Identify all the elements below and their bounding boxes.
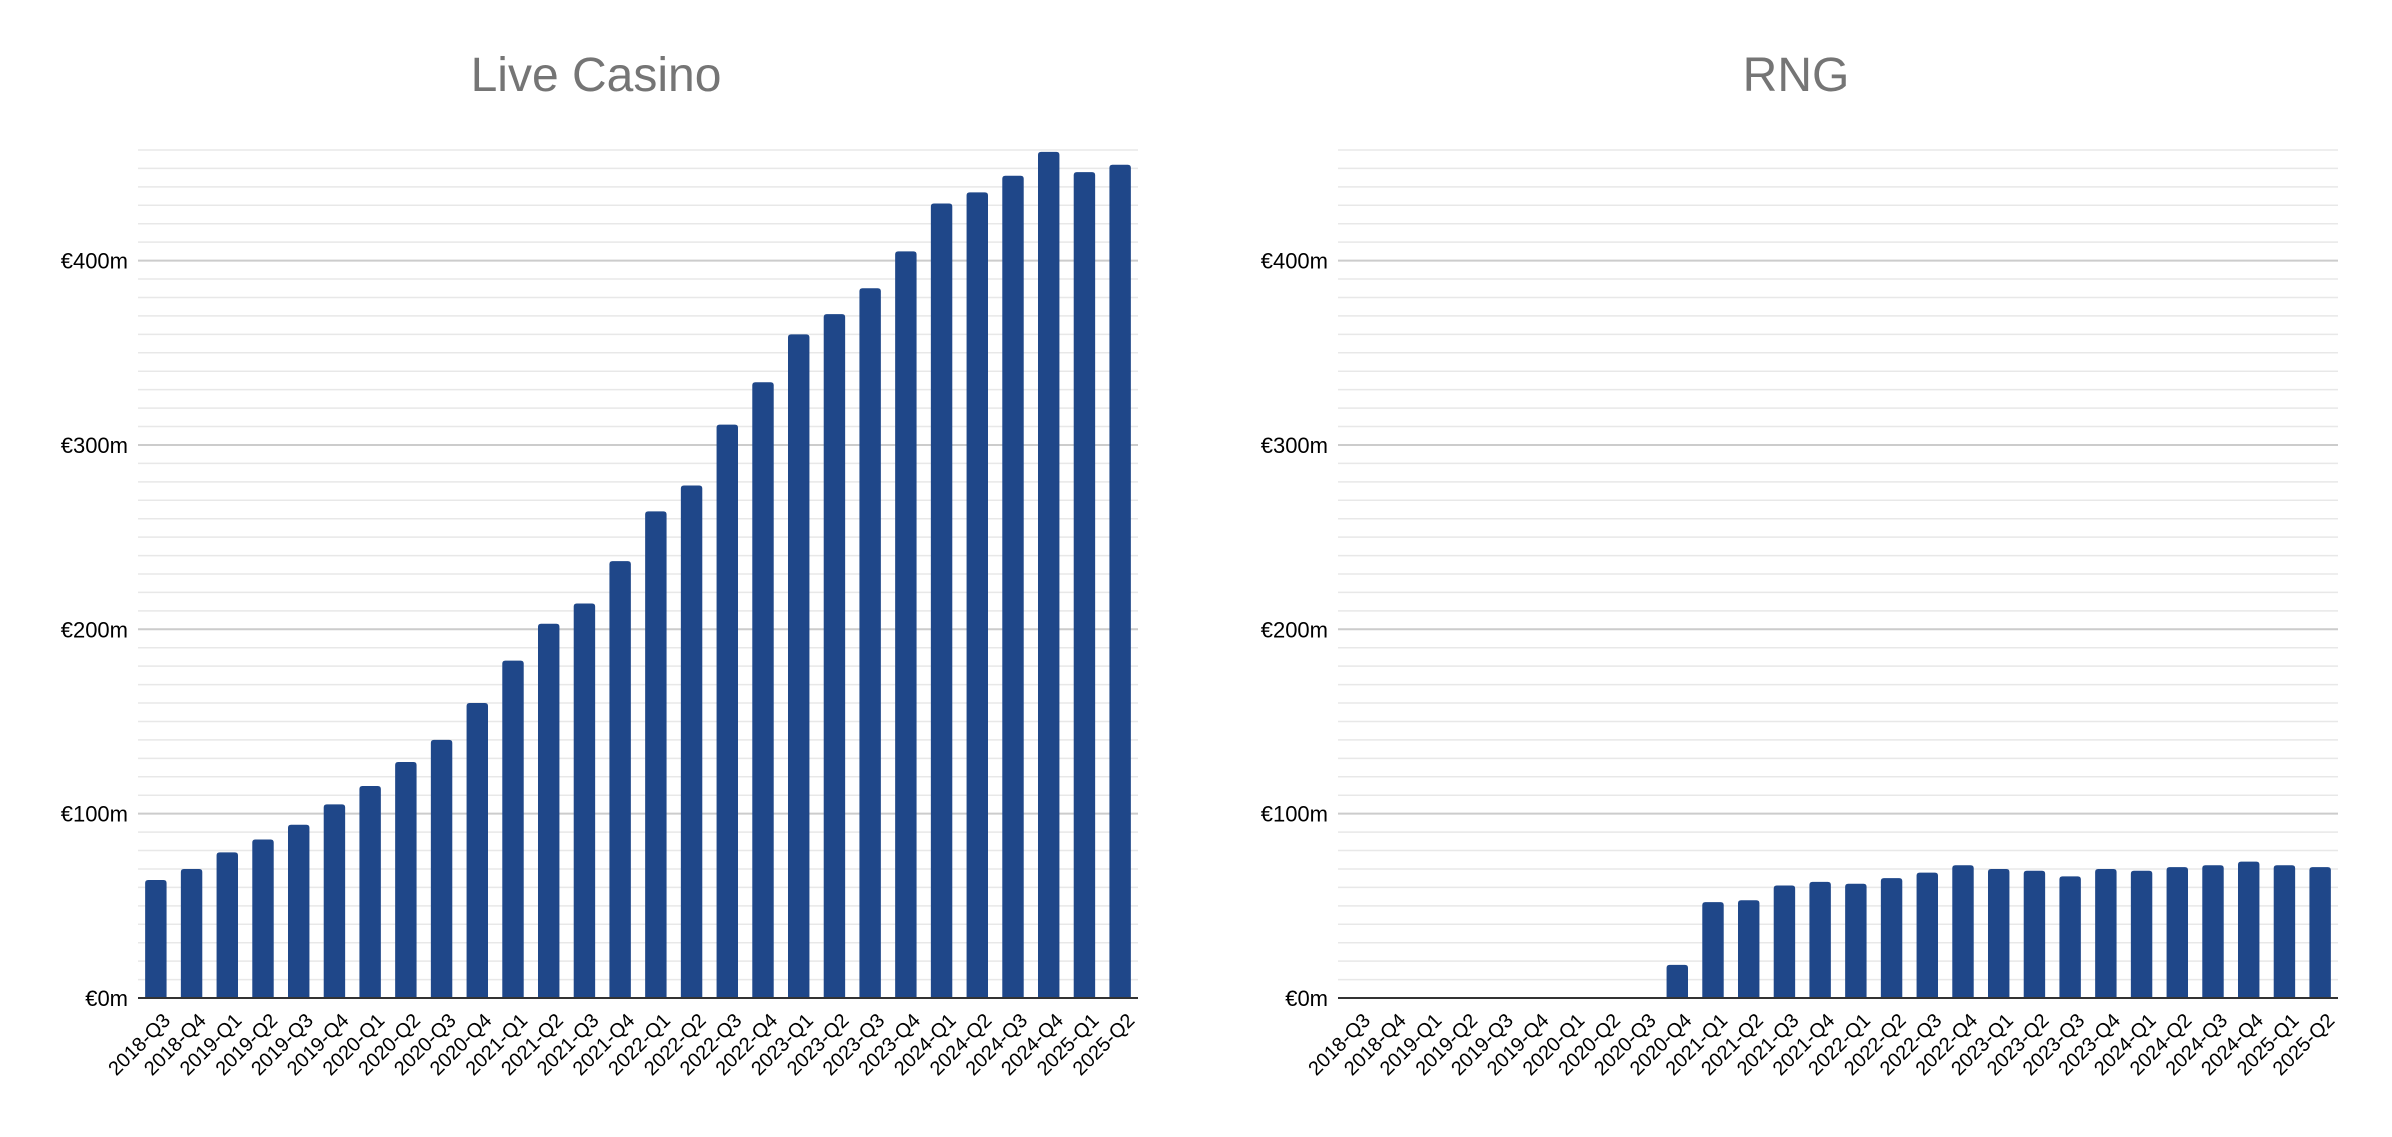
bar-2025-Q2 (1109, 164, 1131, 999)
bar-2019-Q2 (252, 839, 274, 998)
bar-2024-Q1 (2130, 870, 2153, 998)
y-tick-label: €300m (1261, 433, 1328, 458)
bar-2021-Q3 (1773, 885, 1796, 998)
bar-2018-Q3 (145, 880, 167, 998)
bar-2020-Q3 (430, 739, 453, 998)
y-tick-label: €400m (61, 249, 128, 274)
bar-2022-Q1 (645, 511, 667, 998)
bar-2025-Q2 (2309, 867, 2331, 998)
bar-2022-Q2 (680, 485, 703, 998)
bar-2020-Q4 (1666, 964, 1688, 998)
chart-title: Live Casino (471, 49, 722, 102)
y-tick-label: €0m (85, 986, 128, 1011)
bar-2018-Q4 (180, 868, 203, 998)
bar-2023-Q1 (1988, 868, 2010, 998)
y-tick-label: €100m (1261, 802, 1328, 827)
bar-2022-Q2 (1880, 878, 1903, 998)
bar-2022-Q4 (1952, 865, 1974, 998)
bar-2024-Q2 (966, 192, 988, 998)
bar-2021-Q4 (609, 561, 631, 998)
y-tick-label: €400m (1261, 249, 1328, 274)
y-tick-label: €100m (61, 802, 128, 827)
bar-2023-Q1 (788, 334, 810, 998)
bar-2021-Q3 (573, 603, 596, 998)
bar-2021-Q2 (1738, 900, 1760, 998)
y-tick-label: €0m (1285, 986, 1328, 1011)
bar-2021-Q1 (502, 660, 524, 998)
bar-2020-Q2 (395, 762, 417, 998)
bar-2019-Q1 (216, 852, 238, 998)
bar-2024-Q4 (2238, 861, 2260, 998)
bar-2025-Q1 (1073, 172, 1096, 999)
bar-2021-Q2 (538, 623, 560, 998)
bar-2024-Q3 (2202, 865, 2224, 998)
y-tick-label: €200m (1261, 617, 1328, 642)
bar-2022-Q4 (752, 382, 774, 998)
bar-2022-Q3 (1916, 872, 1938, 998)
bar-2023-Q3 (2059, 876, 2081, 998)
bar-2024-Q4 (1038, 151, 1060, 998)
bar-2019-Q3 (288, 824, 310, 998)
bar-2020-Q4 (466, 703, 488, 998)
chart-title: RNG (1743, 49, 1850, 102)
bar-2023-Q3 (859, 288, 881, 998)
bar-2021-Q1 (1702, 902, 1724, 998)
y-tick-label: €300m (61, 433, 128, 458)
bar-2019-Q4 (323, 804, 346, 998)
bar-2022-Q3 (716, 424, 738, 999)
bar-2022-Q1 (1845, 883, 1867, 998)
bar-2020-Q1 (359, 786, 381, 998)
bar-2025-Q1 (2273, 865, 2296, 998)
bar-2023-Q2 (2023, 870, 2046, 998)
bar-2024-Q1 (930, 203, 953, 998)
bar-2024-Q3 (1002, 175, 1024, 998)
bar-2023-Q4 (2095, 868, 2117, 998)
bar-2023-Q2 (823, 314, 846, 998)
y-tick-label: €200m (61, 617, 128, 642)
bar-2023-Q4 (895, 251, 917, 999)
bar-2024-Q2 (2166, 867, 2188, 998)
bar-2021-Q4 (1809, 881, 1831, 998)
